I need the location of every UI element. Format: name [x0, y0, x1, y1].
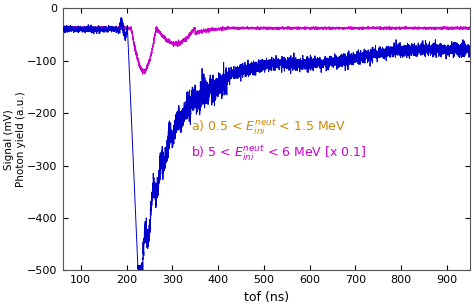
Text: a) 0.5 < $\mathit{E}_{ini}^{neut}$ < 1.5 MeV: a) 0.5 < $\mathit{E}_{ini}^{neut}$ < 1.5…: [191, 118, 346, 137]
Y-axis label: Signal (mV)
Photon yield (a.u.): Signal (mV) Photon yield (a.u.): [4, 91, 26, 187]
Text: b) 5 < $\mathit{E}_{ini}^{neut}$ < 6 MeV [x 0.1]: b) 5 < $\mathit{E}_{ini}^{neut}$ < 6 MeV…: [191, 144, 366, 163]
X-axis label: tof (ns): tof (ns): [244, 291, 289, 304]
